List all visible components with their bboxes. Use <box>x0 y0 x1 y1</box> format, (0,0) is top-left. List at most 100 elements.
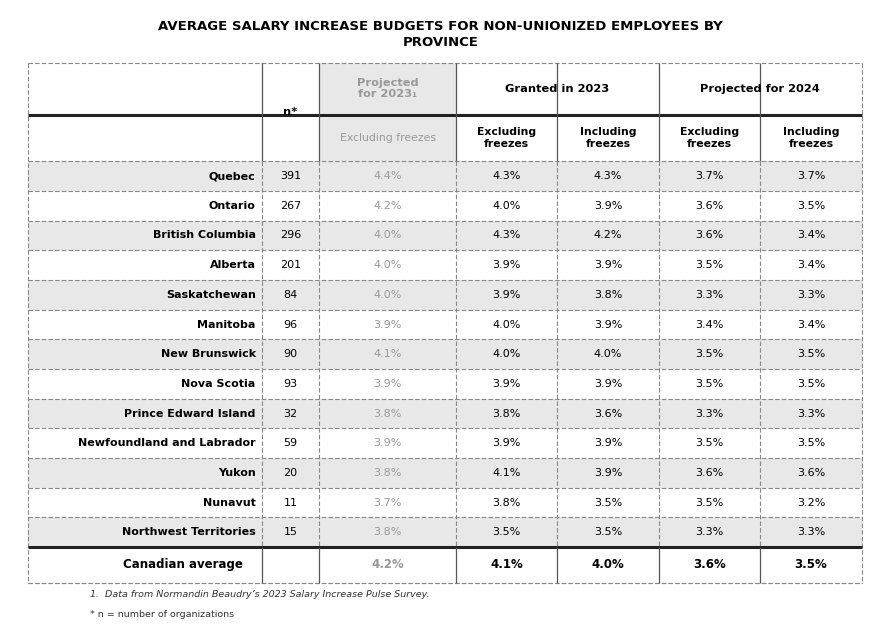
Text: 3.5%: 3.5% <box>796 201 825 211</box>
Bar <box>28 280 862 310</box>
Text: Ontario: Ontario <box>209 201 255 211</box>
Text: 3.9%: 3.9% <box>594 319 622 329</box>
Text: 3.8%: 3.8% <box>492 409 521 419</box>
Text: Alberta: Alberta <box>210 260 255 270</box>
Text: 4.3%: 4.3% <box>492 231 521 241</box>
Text: 96: 96 <box>284 319 298 329</box>
Text: 59: 59 <box>284 438 298 448</box>
Text: 4.2%: 4.2% <box>371 558 404 571</box>
Text: 3.9%: 3.9% <box>492 290 521 300</box>
Text: PROVINCE: PROVINCE <box>403 36 478 49</box>
Text: 4.0%: 4.0% <box>374 260 402 270</box>
Text: 3.6%: 3.6% <box>695 201 723 211</box>
Text: 3.3%: 3.3% <box>695 409 723 419</box>
Text: 3.5%: 3.5% <box>695 438 723 448</box>
Text: 3.9%: 3.9% <box>594 201 622 211</box>
Text: 3.5%: 3.5% <box>695 260 723 270</box>
Text: Excluding
freezes: Excluding freezes <box>680 127 739 149</box>
Text: 4.1%: 4.1% <box>492 468 521 478</box>
Text: 3.6%: 3.6% <box>693 558 726 571</box>
Text: 267: 267 <box>280 201 301 211</box>
Text: New Brunswick: New Brunswick <box>160 349 255 359</box>
Text: 90: 90 <box>284 349 298 359</box>
Text: Canadian average: Canadian average <box>122 558 242 571</box>
Text: 3.6%: 3.6% <box>695 468 723 478</box>
Text: 4.2%: 4.2% <box>594 231 622 241</box>
Text: 3.6%: 3.6% <box>695 231 723 241</box>
Text: 32: 32 <box>284 409 298 419</box>
Text: 4.4%: 4.4% <box>374 171 402 181</box>
Bar <box>319 62 456 161</box>
Text: * n = number of organizations: * n = number of organizations <box>90 610 234 619</box>
Text: Newfoundland and Labrador: Newfoundland and Labrador <box>78 438 255 448</box>
Text: 3.9%: 3.9% <box>492 438 521 448</box>
Text: 3.8%: 3.8% <box>374 468 402 478</box>
Text: 201: 201 <box>280 260 301 270</box>
Text: 3.3%: 3.3% <box>695 290 723 300</box>
Text: 3.5%: 3.5% <box>795 558 827 571</box>
Text: 3.8%: 3.8% <box>374 409 402 419</box>
Text: Excluding
freezes: Excluding freezes <box>478 127 537 149</box>
Text: n*: n* <box>284 107 298 117</box>
Bar <box>28 161 862 191</box>
Text: 3.6%: 3.6% <box>594 409 622 419</box>
Text: 3.4%: 3.4% <box>796 260 825 270</box>
Text: British Columbia: British Columbia <box>152 231 255 241</box>
Text: 4.0%: 4.0% <box>492 349 521 359</box>
Text: 3.5%: 3.5% <box>796 349 825 359</box>
Text: Manitoba: Manitoba <box>197 319 255 329</box>
Text: 3.9%: 3.9% <box>594 438 622 448</box>
Text: 3.7%: 3.7% <box>695 171 723 181</box>
Text: 391: 391 <box>280 171 301 181</box>
Text: 4.1%: 4.1% <box>374 349 402 359</box>
Text: Projected
for 2023₁: Projected for 2023₁ <box>357 78 418 99</box>
Text: 3.8%: 3.8% <box>492 498 521 508</box>
Text: 4.0%: 4.0% <box>492 319 521 329</box>
Text: 20: 20 <box>284 468 298 478</box>
Text: 11: 11 <box>284 498 298 508</box>
Text: Projected for 2024: Projected for 2024 <box>700 84 820 94</box>
Text: 3.5%: 3.5% <box>695 498 723 508</box>
Text: 3.5%: 3.5% <box>796 438 825 448</box>
Text: 3.9%: 3.9% <box>374 438 402 448</box>
Text: Nunavut: Nunavut <box>203 498 255 508</box>
Text: 3.9%: 3.9% <box>594 468 622 478</box>
Text: 4.2%: 4.2% <box>374 201 402 211</box>
Text: Prince Edward Island: Prince Edward Island <box>124 409 255 419</box>
Text: 3.3%: 3.3% <box>796 409 825 419</box>
Text: 3.3%: 3.3% <box>796 290 825 300</box>
Bar <box>28 518 862 547</box>
Text: 3.7%: 3.7% <box>796 171 825 181</box>
Text: Saskatchewan: Saskatchewan <box>166 290 255 300</box>
Text: 84: 84 <box>284 290 298 300</box>
Text: 3.5%: 3.5% <box>695 349 723 359</box>
Text: 3.8%: 3.8% <box>594 290 622 300</box>
Bar <box>28 399 862 428</box>
Text: 3.9%: 3.9% <box>594 260 622 270</box>
Text: 4.0%: 4.0% <box>374 290 402 300</box>
Text: 3.9%: 3.9% <box>492 379 521 389</box>
Text: 4.0%: 4.0% <box>374 231 402 241</box>
Text: 3.4%: 3.4% <box>796 231 825 241</box>
Text: 3.5%: 3.5% <box>492 528 521 538</box>
Text: Quebec: Quebec <box>209 171 255 181</box>
Text: 3.9%: 3.9% <box>374 379 402 389</box>
Text: 4.3%: 4.3% <box>492 171 521 181</box>
Text: 3.5%: 3.5% <box>594 528 622 538</box>
Text: Excluding freezes: Excluding freezes <box>339 133 435 143</box>
Text: 4.0%: 4.0% <box>592 558 625 571</box>
Text: Including
freezes: Including freezes <box>580 127 636 149</box>
Text: 3.2%: 3.2% <box>796 498 825 508</box>
Text: 3.5%: 3.5% <box>594 498 622 508</box>
Text: AVERAGE SALARY INCREASE BUDGETS FOR NON-UNIONIZED EMPLOYEES BY: AVERAGE SALARY INCREASE BUDGETS FOR NON-… <box>158 20 723 33</box>
Text: Granted in 2023: Granted in 2023 <box>505 84 610 94</box>
Text: 3.9%: 3.9% <box>374 319 402 329</box>
Text: 1.  Data from Normandin Beaudry’s 2023 Salary Increase Pulse Survey.: 1. Data from Normandin Beaudry’s 2023 Sa… <box>90 590 429 599</box>
Text: 4.3%: 4.3% <box>594 171 622 181</box>
Text: 3.9%: 3.9% <box>492 260 521 270</box>
Text: 4.1%: 4.1% <box>490 558 523 571</box>
Text: 3.5%: 3.5% <box>695 379 723 389</box>
Text: 3.6%: 3.6% <box>796 468 825 478</box>
Text: Yukon: Yukon <box>218 468 255 478</box>
Text: 4.0%: 4.0% <box>492 201 521 211</box>
